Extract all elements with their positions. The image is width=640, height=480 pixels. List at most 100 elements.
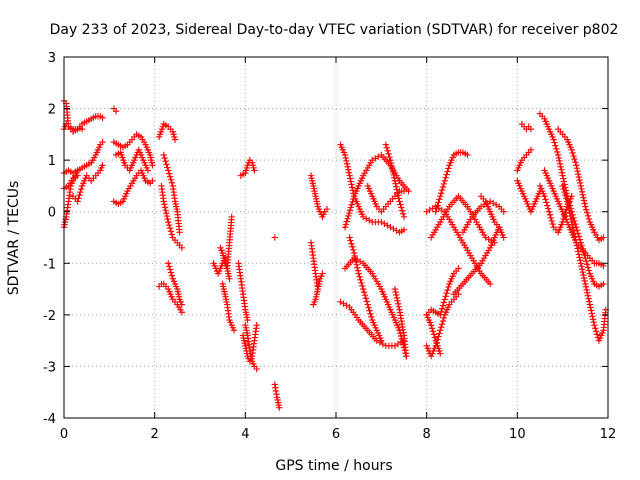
data-point-marker <box>571 233 579 240</box>
data-point-marker <box>382 141 390 148</box>
data-point-marker <box>578 265 586 273</box>
data-point-marker <box>348 181 355 188</box>
data-point-marker <box>578 263 585 270</box>
data-point-marker <box>600 234 607 241</box>
data-point-marker <box>160 151 167 159</box>
data-point-marker <box>560 178 568 185</box>
data-point-marker <box>581 200 588 207</box>
data-point-marker <box>568 193 575 200</box>
data-point-marker <box>389 168 397 176</box>
data-point-marker <box>323 205 331 213</box>
data-point-marker <box>429 328 437 335</box>
data-point-marker <box>165 167 172 174</box>
data-point-marker <box>438 320 446 328</box>
data-point-marker <box>583 261 591 268</box>
data-point-marker <box>580 274 588 282</box>
data-point-marker <box>387 159 395 167</box>
data-point-marker <box>354 264 361 271</box>
data-point-marker <box>395 303 403 310</box>
data-point-marker <box>579 268 586 276</box>
data-point-marker <box>341 223 349 231</box>
data-point-marker <box>437 193 444 200</box>
data-point-marker <box>440 299 448 306</box>
data-point-marker <box>161 201 168 208</box>
data-point-marker <box>230 327 238 334</box>
data-point-marker <box>363 298 371 305</box>
data-point-marker <box>166 266 174 273</box>
data-point-marker <box>362 295 370 302</box>
data-point-marker <box>576 254 583 261</box>
data-point-marker <box>434 336 441 343</box>
gridlines <box>64 57 608 418</box>
data-point-marker <box>584 264 592 271</box>
data-point-marker <box>527 146 535 154</box>
data-point-marker <box>75 195 82 202</box>
data-point-marker <box>398 204 405 211</box>
data-point-marker <box>167 269 175 276</box>
data-point-marker <box>348 201 355 208</box>
data-point-marker <box>437 350 444 357</box>
data-point-marker <box>162 207 169 214</box>
data-point-marker <box>442 293 449 300</box>
data-point-marker <box>398 207 406 214</box>
data-point-marker <box>542 196 549 203</box>
data-point-marker <box>165 221 173 229</box>
data-point-marker <box>253 365 260 373</box>
data-point-marker <box>568 146 575 154</box>
data-point-marker <box>541 193 548 200</box>
data-point-marker <box>557 163 564 170</box>
data-point-marker <box>435 333 442 340</box>
data-point-marker <box>576 176 583 184</box>
data-point-marker <box>342 154 349 162</box>
data-point-marker <box>347 178 355 185</box>
data-point-marker <box>161 204 169 211</box>
data-point-marker <box>349 187 357 194</box>
data-point-marker <box>395 195 403 202</box>
data-point-marker <box>584 292 592 299</box>
data-point-marker <box>178 301 186 308</box>
data-point-marker <box>578 185 585 193</box>
data-point-marker <box>393 183 400 190</box>
data-point-marker <box>393 294 401 302</box>
data-point-marker <box>583 286 590 294</box>
data-point-marker <box>178 244 186 252</box>
data-point-marker <box>166 225 174 232</box>
data-point-marker <box>400 226 408 233</box>
data-point-marker <box>438 186 446 194</box>
data-point-marker <box>555 154 562 162</box>
x-tick-label: 6 <box>332 427 340 442</box>
data-point-marker <box>569 149 576 157</box>
data-point-marker <box>433 339 440 346</box>
data-point-marker <box>544 202 551 209</box>
data-point-marker <box>585 295 592 302</box>
data-point-marker <box>577 182 584 190</box>
data-point-marker <box>576 179 584 187</box>
data-point-marker <box>351 252 358 260</box>
data-point-marker <box>349 198 356 206</box>
data-point-marker <box>358 279 365 287</box>
data-point-marker <box>560 175 567 182</box>
data-point-marker <box>99 162 106 169</box>
x-tick-label: 12 <box>600 427 617 442</box>
data-point-marker <box>572 159 579 166</box>
data-point-marker <box>350 246 357 254</box>
data-point-marker <box>546 211 554 219</box>
data-point-marker <box>500 234 507 241</box>
data-point-marker <box>385 150 392 158</box>
data-point-marker <box>563 195 570 202</box>
data-point-marker <box>439 302 447 309</box>
data-point-marker <box>600 280 607 288</box>
data-point-marker <box>592 325 599 332</box>
data-point-marker <box>346 234 353 241</box>
chart-title: Day 233 of 2023, Sidereal Day-to-day VTE… <box>50 22 619 38</box>
data-point-marker <box>573 239 580 246</box>
data-point-marker <box>564 198 571 205</box>
data-points <box>60 97 609 411</box>
data-point-marker <box>549 220 556 228</box>
data-point-marker <box>585 215 593 223</box>
data-point-marker <box>432 342 439 349</box>
data-point-marker <box>364 301 371 308</box>
data-point-marker <box>345 166 352 173</box>
data-point-marker <box>553 145 560 152</box>
data-point-marker <box>168 272 176 279</box>
